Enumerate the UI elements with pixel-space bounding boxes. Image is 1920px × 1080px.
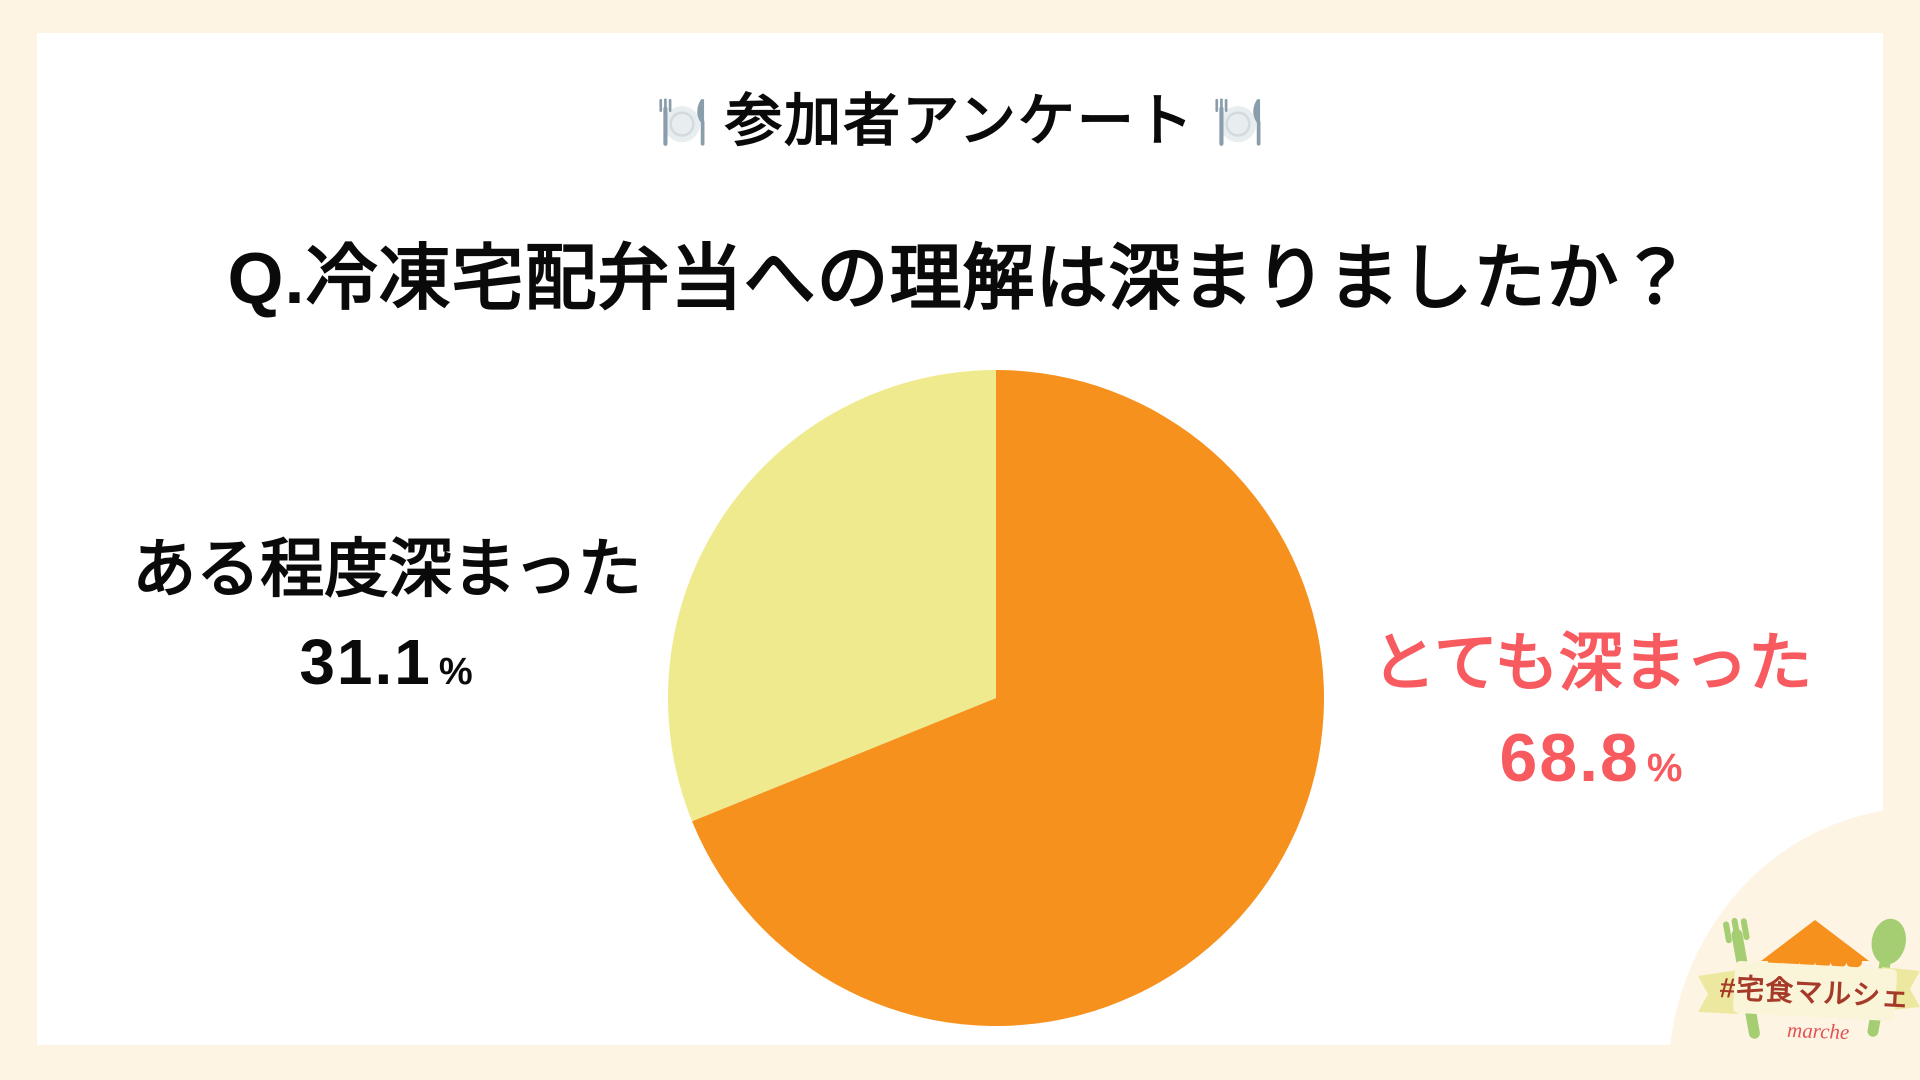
fork-shape xyxy=(1215,98,1228,146)
slice-callout-somewhat-deepened: ある程度深まった 31.1% xyxy=(77,531,697,701)
content-card: 参加者アンケート Q.冷凍宅配弁当への理解は深まりましたか？ xyxy=(37,33,1883,1045)
fork-shape xyxy=(659,98,672,146)
slice-label: ある程度深まった xyxy=(132,533,642,605)
logo-script-text: marche xyxy=(1787,1018,1850,1044)
knife-shape xyxy=(697,98,705,146)
pie-chart xyxy=(668,370,1325,1026)
survey-header-title: 参加者アンケート xyxy=(725,89,1195,153)
percent-sign: % xyxy=(438,650,475,693)
plate-inner-ring xyxy=(1225,111,1251,137)
plate-shape xyxy=(1219,105,1256,142)
plate-inner-ring xyxy=(669,111,695,137)
plate-shape xyxy=(664,105,701,142)
pie-slice-0 xyxy=(692,370,1325,1026)
slice-label: とても深まった xyxy=(1371,627,1813,699)
slice-callout-very-deepened: とても深まった 68.8% xyxy=(1337,625,1847,799)
survey-header: 参加者アンケート xyxy=(37,89,1883,155)
slice-value: 31.1% xyxy=(299,625,475,698)
takushoku-marche-logo: #宅食マルシェ marche xyxy=(1668,810,1920,1080)
plate-fork-knife-icon xyxy=(1215,98,1261,146)
pie-slice-1 xyxy=(668,370,996,822)
question-title: Q.冷凍宅配弁当への理解は深まりましたか？ xyxy=(227,239,1693,320)
knife-shape xyxy=(1253,98,1261,146)
logo-banner: #宅食マルシェ xyxy=(1719,961,1911,1021)
plate-fork-knife-icon xyxy=(659,98,705,146)
percent-sign: % xyxy=(1646,745,1685,790)
slice-value: 68.8% xyxy=(1499,719,1685,796)
logo-ribbon-left xyxy=(1698,970,1738,1014)
